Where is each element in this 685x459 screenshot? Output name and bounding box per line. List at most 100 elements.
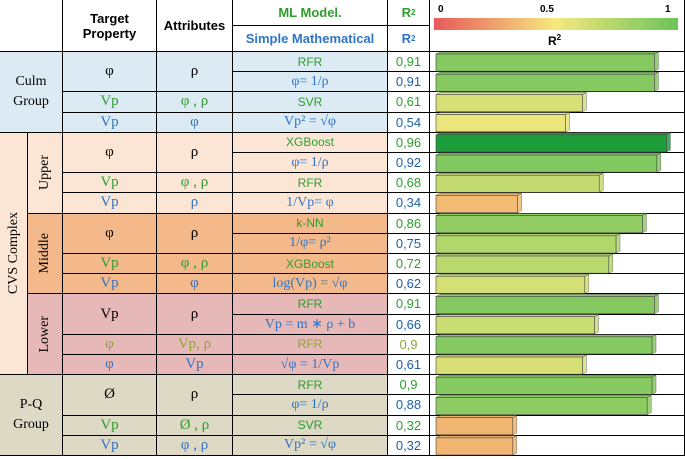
r2-value-cell: 0,91 xyxy=(388,294,430,315)
r2-bar xyxy=(435,213,647,234)
culm-group-label: Culm Group xyxy=(0,52,63,133)
r2-bar xyxy=(435,71,659,92)
attribute-cell: ρ xyxy=(157,294,233,335)
r2-bar xyxy=(435,152,662,173)
attribute-cell: ρ xyxy=(157,193,233,214)
r2-value-cell: 0,9 xyxy=(388,375,430,396)
subgroup-label-upper: Upper xyxy=(28,132,63,214)
target-cell: φ xyxy=(63,334,157,355)
r2-value-cell: 0,68 xyxy=(388,173,430,194)
attribute-cell: φ xyxy=(157,112,233,133)
r2-bar xyxy=(435,91,587,113)
attribute-cell: ρ xyxy=(157,213,233,254)
r2-value-cell: 0,72 xyxy=(388,254,430,275)
model-cell: φ= 1/ρ xyxy=(233,395,388,416)
r2-bar xyxy=(435,253,614,274)
attributes-header: Attributes xyxy=(157,0,233,52)
attribute-cell: φ , ρ xyxy=(157,435,233,456)
legend-gradient-bar xyxy=(434,18,678,30)
r2-color-legend: 0 0.5 1 R2 xyxy=(432,4,680,48)
target-cell: Vp xyxy=(63,415,157,436)
subgroup-label-middle: Middle xyxy=(28,213,63,295)
target-cell: Vp xyxy=(63,435,157,456)
r2-value-cell: 0,96 xyxy=(388,132,430,153)
attribute-cell: ρ xyxy=(157,132,233,174)
target-cell: Vp xyxy=(63,294,157,335)
subgroup-label-lower: Lower xyxy=(28,294,63,376)
r2-bar xyxy=(435,394,652,416)
attribute-cell: Vp, ρ xyxy=(157,334,233,355)
r2-value-cell: 0,32 xyxy=(388,415,430,436)
model-cell: φ= 1/ρ xyxy=(233,72,388,93)
target-cell: φ xyxy=(63,132,157,174)
attribute-cell: ρ xyxy=(157,375,233,416)
model-cell: RFR xyxy=(233,173,388,194)
r2-bar xyxy=(435,172,604,193)
simple-math-header: Simple Mathematical xyxy=(233,26,388,52)
target-cell: Vp xyxy=(63,92,157,113)
r2-bar xyxy=(435,354,587,375)
model-cell: SVR xyxy=(233,92,388,113)
target-cell: Vp xyxy=(63,112,157,133)
model-cell: log(Vp) = √φ xyxy=(233,274,388,295)
model-cell: √φ = 1/Vp xyxy=(233,355,388,376)
legend-title: R2 xyxy=(548,33,562,48)
r2-value-cell: 0,91 xyxy=(388,72,430,93)
r2-value-cell: 0,75 xyxy=(388,233,430,254)
attribute-cell: φ , ρ xyxy=(157,173,233,194)
target-cell: Vp xyxy=(63,173,157,194)
model-cell: 1/Vp= φ xyxy=(233,193,388,214)
model-cell: XGBoost xyxy=(233,132,388,153)
target-cell: Ø xyxy=(63,375,157,416)
target-cell: Vp xyxy=(63,254,157,275)
r2-bar xyxy=(435,233,621,254)
cvs-complex-label: CVS Complex xyxy=(0,132,28,376)
model-cell: Vp² = √φ xyxy=(233,435,388,456)
r2-bar xyxy=(435,51,659,72)
legend-tick-max: 1 xyxy=(665,4,671,15)
legend-tick-min: 0 xyxy=(438,4,444,15)
r2-value-cell: 0,91 xyxy=(388,52,430,73)
header-corner xyxy=(0,0,63,52)
r2-bar xyxy=(435,293,659,315)
attribute-cell: φ , ρ xyxy=(157,254,233,275)
model-cell: Vp = m ∗ ρ + b xyxy=(233,314,388,335)
model-cell: XGBoost xyxy=(233,254,388,275)
legend-tick-mid: 0.5 xyxy=(540,4,554,15)
model-cell: RFR xyxy=(233,334,388,355)
r2-bar xyxy=(435,192,522,214)
r2-value-cell: 0,54 xyxy=(388,112,430,133)
r2-bar xyxy=(435,435,518,456)
target-cell: φ xyxy=(63,355,157,376)
model-cell: k-NN xyxy=(233,213,388,234)
r2-value-cell: 0,9 xyxy=(388,334,430,355)
attribute-cell: φ xyxy=(157,274,233,295)
target-cell: Vp xyxy=(63,274,157,295)
r2-value-cell: 0,32 xyxy=(388,435,430,456)
r2-value-cell: 0,61 xyxy=(388,92,430,113)
r2-bar xyxy=(435,314,599,335)
r2-bar xyxy=(435,415,518,436)
r2-value-cell: 0,66 xyxy=(388,314,430,335)
attribute-cell: φ , ρ xyxy=(157,92,233,113)
r2-value-cell: 0,92 xyxy=(388,153,430,174)
r2-value-cell: 0,86 xyxy=(388,213,430,234)
attribute-cell: ρ xyxy=(157,52,233,93)
r2-bar xyxy=(435,273,590,294)
r2-value-cell: 0,34 xyxy=(388,193,430,214)
r2-bar xyxy=(435,132,671,153)
attribute-cell: Ø , ρ xyxy=(157,415,233,436)
r2-bar xyxy=(435,112,570,133)
r2-bar xyxy=(435,334,657,355)
r2-bar xyxy=(435,374,657,395)
r2-value-cell: 0,88 xyxy=(388,395,430,416)
target-cell: Vp xyxy=(63,193,157,214)
attribute-cell: Vp xyxy=(157,355,233,376)
ml-model-header: ML Model. xyxy=(233,0,388,26)
model-cell: RFR xyxy=(233,375,388,396)
target-cell: φ xyxy=(63,213,157,254)
pq-group-label: P-Q Group xyxy=(0,375,63,456)
model-cell: SVR xyxy=(233,415,388,436)
